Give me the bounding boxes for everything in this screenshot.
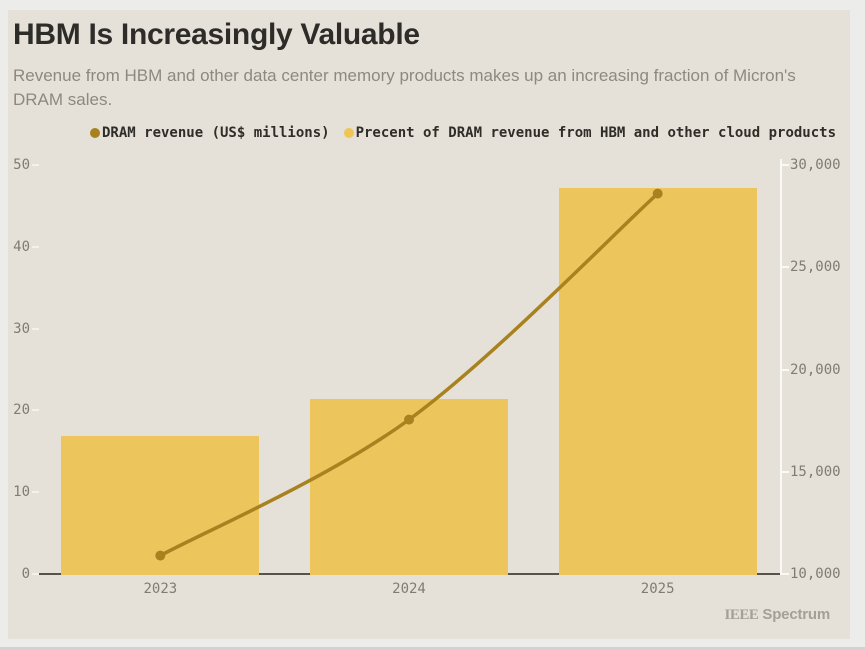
left-axis-tick — [32, 164, 39, 166]
right-axis-tick — [780, 368, 789, 371]
bar-2025 — [558, 187, 757, 575]
right-axis-tick — [780, 266, 789, 269]
legend-label-line: DRAM revenue (US$ millions) — [102, 125, 330, 141]
legend-item-line: DRAM revenue (US$ millions) — [90, 125, 330, 141]
left-axis-tick-label: 10 — [13, 484, 30, 501]
left-axis-tick-label: 20 — [13, 402, 30, 419]
x-axis-label-2025: 2025 — [640, 581, 675, 597]
right-axis-tick-label: 10,000 — [790, 566, 841, 582]
right-axis-tick-label: 25,000 — [790, 259, 841, 276]
right-axis-line — [780, 159, 782, 575]
right-axis-tick-label: 15,000 — [790, 463, 841, 480]
left-axis-tick-label: 40 — [13, 238, 30, 255]
legend: DRAM revenue (US$ millions) Precent of D… — [90, 125, 836, 141]
left-axis-tick — [32, 409, 39, 412]
ieee-spectrum-logo: IEEE Spectrum — [724, 606, 831, 624]
right-axis-tick — [780, 573, 789, 575]
right-axis-tick-label: 30,000 — [790, 157, 841, 173]
right-axis-tick-label: 20,000 — [790, 361, 841, 378]
left-axis-tick — [32, 327, 39, 330]
logo-spectrum-text: Spectrum — [762, 606, 830, 623]
line-series-dot-icon — [90, 128, 100, 138]
logo-ieee-text: IEEE — [724, 607, 759, 623]
right-axis-tick — [780, 470, 789, 473]
legend-item-bar: Precent of DRAM revenue from HBM and oth… — [343, 125, 837, 141]
chart-subtitle: Revenue from HBM and other data center m… — [13, 66, 796, 109]
bar-2023 — [61, 435, 260, 575]
x-axis-label-2024: 2024 — [392, 581, 426, 597]
left-axis-tick — [32, 573, 39, 575]
left-axis-tick-label: 30 — [13, 320, 30, 337]
x-axis-label-2023: 2023 — [143, 581, 178, 597]
left-axis-tick — [32, 245, 39, 248]
bar-2024 — [310, 398, 508, 575]
left-axis-tick — [32, 491, 39, 494]
left-axis-tick-label: 0 — [21, 566, 30, 582]
chart-title: HBM Is Increasingly Valuable — [13, 18, 420, 51]
bar-series-dot-icon — [343, 128, 354, 138]
right-axis-tick — [780, 164, 789, 166]
window-bottom-edge — [0, 647, 865, 649]
left-axis-tick-label: 50 — [13, 157, 30, 173]
legend-label-bar: Precent of DRAM revenue from HBM and oth… — [355, 125, 837, 141]
